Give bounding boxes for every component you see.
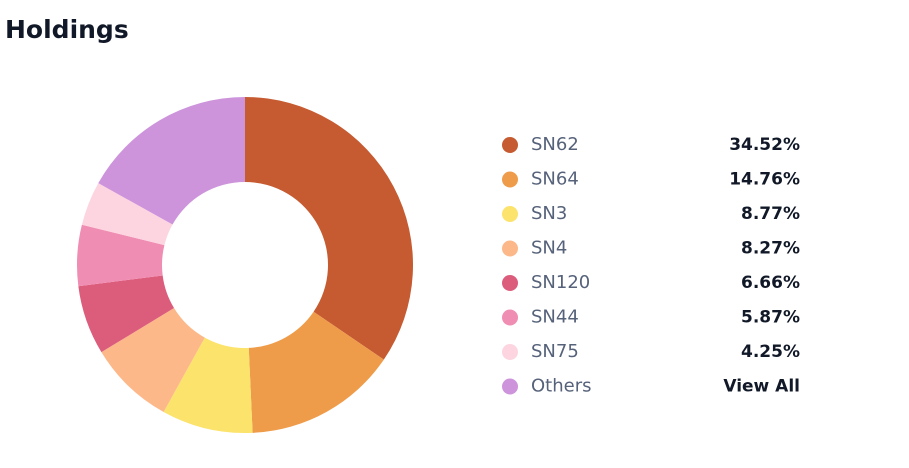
donut-slice <box>76 224 165 287</box>
value-label: 4.25% <box>741 342 800 362</box>
value-label: 8.77% <box>741 204 800 224</box>
legend-dot <box>502 240 518 257</box>
chart-title: Holdings <box>5 15 129 44</box>
value-label: 14.76% <box>729 170 800 190</box>
legend-label: SN4 <box>531 238 567 259</box>
legend-label: SN62 <box>531 134 579 155</box>
donut-slice <box>101 308 205 412</box>
donut-slice <box>245 97 413 360</box>
legend-label: SN44 <box>531 307 579 328</box>
legend-dot <box>502 344 518 360</box>
legend-dot <box>502 206 518 222</box>
value-label: 6.66% <box>741 273 800 293</box>
legend-label: SN64 <box>531 169 579 190</box>
legend-label: SN75 <box>531 341 579 362</box>
legend-label: SN3 <box>531 203 567 224</box>
donut-slice <box>81 183 173 246</box>
donut-slice <box>98 97 246 225</box>
legend-dot <box>502 137 518 153</box>
value-label: 8.27% <box>741 239 800 259</box>
legend-dot <box>502 275 518 291</box>
legend-dot <box>502 378 518 395</box>
value-label: 5.87% <box>741 308 800 328</box>
donut-slice <box>78 275 175 353</box>
view-all-link[interactable]: View All <box>723 377 800 397</box>
legend-label: SN120 <box>531 272 590 293</box>
value-label: 34.52% <box>729 135 800 155</box>
donut-slice <box>248 311 384 433</box>
donut-slice <box>163 337 253 433</box>
legend-dot <box>502 309 518 326</box>
legend-dot <box>502 171 518 188</box>
legend-label: Others <box>531 376 592 397</box>
